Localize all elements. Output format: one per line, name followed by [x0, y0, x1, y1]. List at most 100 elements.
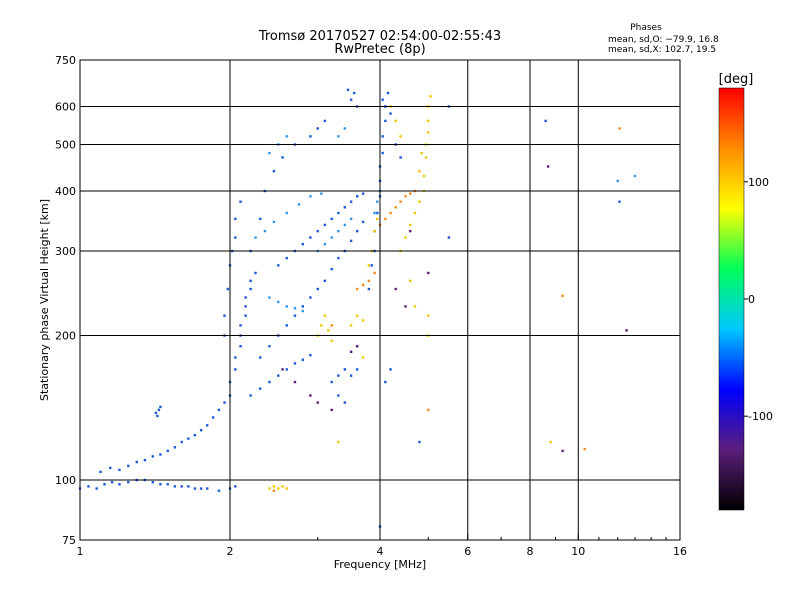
- x-mode-point: [429, 95, 432, 98]
- o-mode-point: [254, 236, 257, 239]
- x-mode-point: [418, 200, 421, 203]
- o-mode-point: [180, 485, 183, 488]
- o-mode-point: [349, 200, 353, 203]
- o-mode-point: [211, 416, 215, 419]
- o-mode-point: [399, 156, 402, 159]
- x-mode-point: [413, 305, 417, 308]
- o-mode-point: [263, 229, 267, 233]
- o-mode-point: [561, 449, 564, 453]
- o-mode-point: [337, 374, 340, 377]
- o-mode-point: [234, 368, 237, 371]
- o-mode-point: [277, 374, 280, 377]
- o-mode-point: [223, 401, 226, 404]
- x-mode-point: [337, 440, 340, 444]
- o-mode-point: [301, 242, 305, 246]
- stats-x-mode: mean, sd,X: 102.7, 19.5: [608, 45, 716, 55]
- x-mode-point: [349, 324, 353, 327]
- x-mode-point: [367, 279, 371, 283]
- o-mode-point: [272, 169, 276, 173]
- o-mode-point: [309, 135, 312, 138]
- o-mode-point: [389, 112, 392, 115]
- o-mode-point: [135, 460, 138, 464]
- o-mode-point: [268, 296, 271, 299]
- x-mode-point: [404, 236, 407, 239]
- o-mode-point: [268, 345, 271, 348]
- o-mode-point: [285, 305, 288, 308]
- o-mode-point: [544, 119, 547, 123]
- o-mode-point: [173, 485, 177, 488]
- x-mode-point: [420, 151, 423, 155]
- o-mode-point: [330, 380, 333, 384]
- o-mode-point: [239, 324, 242, 327]
- grid-lines: [80, 60, 680, 540]
- o-mode-point: [239, 345, 242, 348]
- o-mode-point: [323, 279, 327, 283]
- o-mode-point: [199, 487, 203, 490]
- o-mode-point: [316, 229, 319, 233]
- x-mode-point: [409, 192, 412, 195]
- x-mode-point: [561, 294, 564, 297]
- o-mode-point: [234, 356, 237, 359]
- x-axis-label: Frequency [MHz]: [334, 558, 426, 571]
- o-mode-point: [268, 380, 271, 384]
- o-mode-point: [187, 437, 190, 440]
- o-mode-point: [355, 345, 359, 348]
- chart-subtitle: RwPretec (8p): [334, 42, 425, 57]
- colorbar-tick-label: 0: [748, 293, 755, 306]
- o-mode-point: [249, 287, 252, 291]
- o-mode-point: [343, 223, 347, 227]
- o-mode-point: [427, 271, 430, 275]
- o-mode-point: [349, 98, 353, 101]
- x-mode-point: [413, 211, 417, 215]
- o-mode-point: [293, 307, 297, 310]
- x-mode-point: [330, 339, 333, 343]
- x-mode-point: [373, 271, 376, 275]
- o-mode-point: [277, 264, 280, 267]
- o-mode-point: [99, 470, 102, 474]
- y-tick-label: 200: [55, 330, 76, 343]
- o-mode-point: [103, 483, 106, 486]
- x-mode-point: [418, 169, 421, 173]
- o-mode-point: [293, 314, 297, 317]
- o-mode-point: [337, 256, 340, 260]
- o-mode-point: [259, 356, 262, 359]
- x-mode-point: [277, 487, 280, 490]
- o-mode-point: [337, 135, 340, 138]
- o-mode-point: [293, 362, 297, 365]
- o-mode-point: [381, 135, 384, 138]
- o-mode-point: [244, 296, 247, 299]
- o-mode-point: [95, 487, 98, 490]
- o-mode-point: [309, 353, 312, 357]
- o-mode-point: [343, 368, 347, 371]
- x-mode-point: [427, 314, 430, 317]
- x-mode-point: [361, 319, 365, 322]
- x-mode-point: [427, 119, 430, 123]
- o-mode-point: [118, 468, 121, 472]
- o-mode-point: [268, 151, 271, 155]
- o-mode-point: [205, 424, 209, 427]
- o-mode-point: [323, 223, 327, 227]
- y-tick-label: 300: [55, 245, 76, 258]
- x-mode-point: [549, 440, 552, 444]
- o-mode-point: [618, 200, 621, 203]
- o-mode-point: [154, 411, 158, 415]
- o-mode-point: [285, 256, 288, 260]
- y-tick-label: 500: [55, 139, 76, 152]
- o-mode-point: [285, 211, 288, 215]
- o-mode-point: [447, 236, 451, 239]
- o-mode-point: [118, 483, 121, 486]
- o-mode-point: [309, 195, 312, 198]
- o-mode-point: [180, 440, 183, 444]
- y-tick-label: 75: [62, 534, 76, 547]
- o-mode-point: [418, 440, 421, 444]
- o-mode-point: [355, 368, 359, 371]
- o-mode-point: [217, 408, 221, 412]
- o-mode-point: [226, 287, 230, 291]
- o-mode-point: [285, 368, 288, 371]
- o-mode-point: [244, 314, 247, 317]
- o-mode-point: [361, 192, 365, 195]
- x-mode-point: [399, 200, 402, 203]
- x-tick-label: 4: [377, 545, 384, 558]
- o-mode-point: [127, 480, 130, 484]
